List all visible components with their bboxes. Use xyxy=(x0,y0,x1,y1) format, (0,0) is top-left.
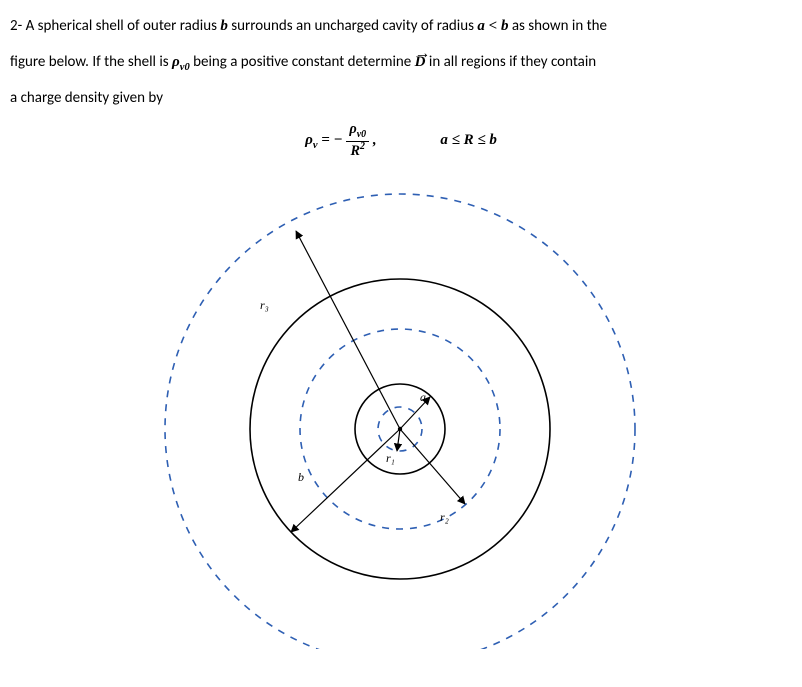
svg-text:a: a xyxy=(420,390,426,404)
ineq-b: b xyxy=(501,18,509,34)
eq-comma: , xyxy=(369,132,377,148)
cond-a: a xyxy=(440,132,448,148)
eq-fraction: ρv0 R2 xyxy=(346,122,369,159)
ineq-op: < xyxy=(485,18,501,34)
eq-rho: ρv xyxy=(305,132,317,148)
figure: r₁ r₂ r₃ a b xyxy=(0,169,802,649)
cond-le1: ≤ xyxy=(448,132,464,148)
eq-den-R: R xyxy=(351,143,361,159)
eq-num-sub: v0 xyxy=(357,129,366,140)
vec-D: →D xyxy=(415,44,426,80)
eq-minus: − xyxy=(334,132,343,148)
eq-rho-sym: ρ xyxy=(305,132,313,148)
rho-sub: v0 xyxy=(180,62,190,73)
cond-b: b xyxy=(489,132,497,148)
text: in all regions if they contain xyxy=(429,53,596,71)
rho-v0: ρv0 xyxy=(172,54,190,70)
eq-num-rho: ρ xyxy=(349,121,356,137)
text: 2- A spherical shell of outer radius xyxy=(10,17,220,35)
figure-svg: r₁ r₂ r₃ a b xyxy=(0,169,802,649)
svg-text:r₁: r₁ xyxy=(386,451,395,465)
text: a charge density given by xyxy=(10,89,163,107)
svg-text:r₂: r₂ xyxy=(440,510,449,524)
eq-equals: = xyxy=(318,132,334,148)
ineq-a: a xyxy=(477,18,485,34)
var-b: b xyxy=(220,18,228,34)
rho-sym: ρ xyxy=(172,54,180,70)
equation: ρv = − ρv0 R2 , a ≤ R ≤ b xyxy=(10,116,792,169)
svg-text:b: b xyxy=(298,470,304,484)
problem-text: 2- A spherical shell of outer radius b s… xyxy=(10,8,792,116)
text: surrounds an uncharged cavity of radius xyxy=(231,17,477,35)
text: figure below. If the shell is xyxy=(10,53,172,71)
cond-R: R xyxy=(464,132,474,148)
vec-arrow: → xyxy=(415,35,431,73)
text: being a positive constant determine xyxy=(193,53,415,71)
eq-den-sup: 2 xyxy=(360,141,365,152)
cond-le2: ≤ xyxy=(474,132,490,148)
svg-text:r₃: r₃ xyxy=(260,298,269,312)
text: as shown in the xyxy=(512,17,607,35)
